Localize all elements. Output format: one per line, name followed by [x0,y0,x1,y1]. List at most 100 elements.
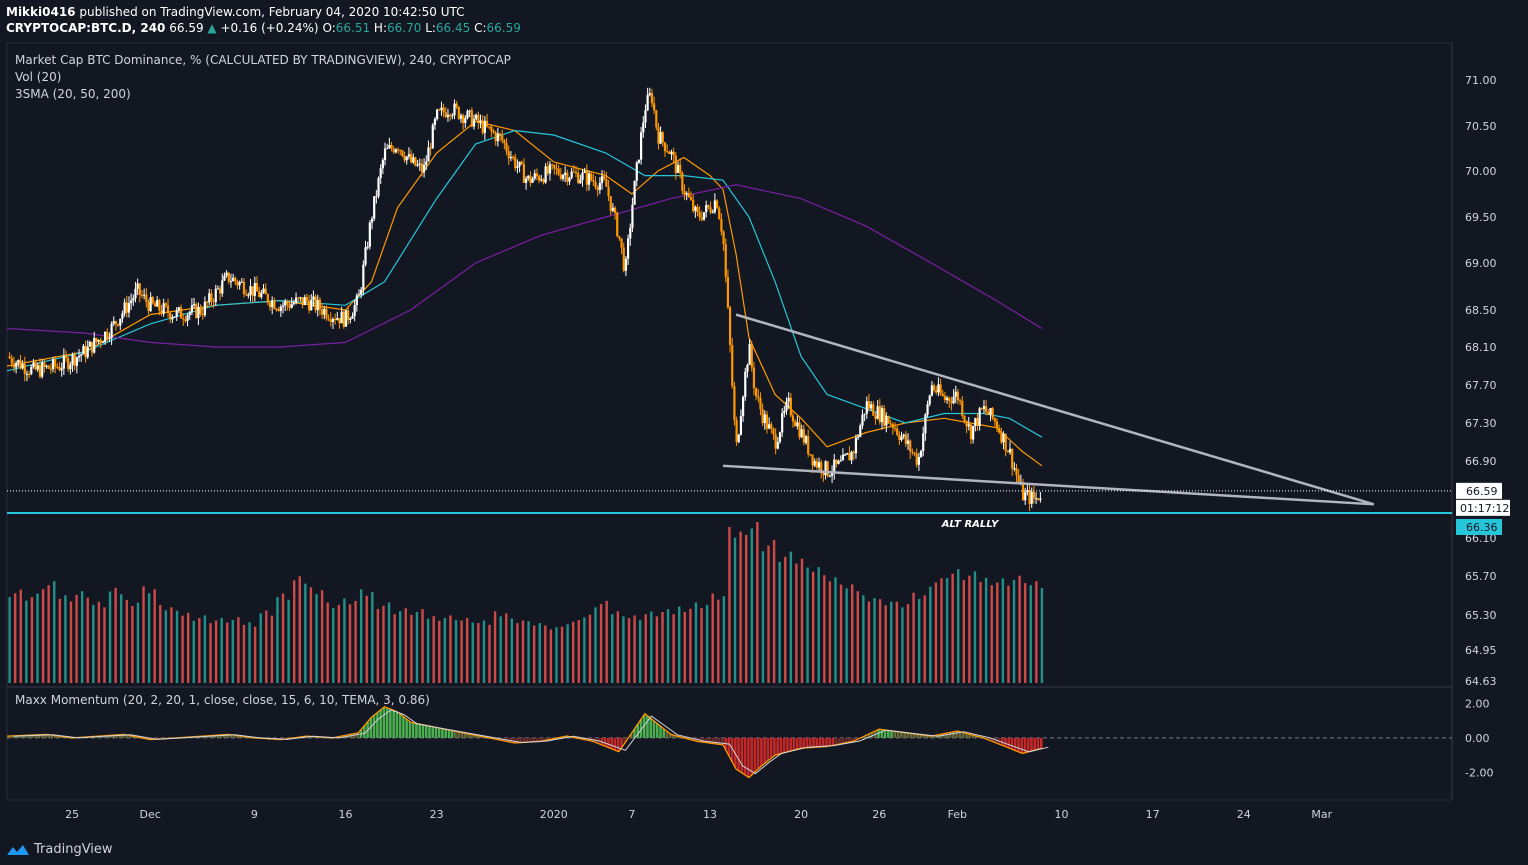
candle [974,417,977,432]
momentum-histogram-bar [11,735,15,738]
volume-bar [449,615,452,683]
candle [852,450,855,461]
volume-bar [979,582,982,683]
time-tick-label: 25 [65,808,79,821]
trendline-upper[interactable] [735,313,1375,506]
volume-bar [778,561,781,683]
volume-bar [142,586,145,683]
candle [407,147,411,160]
momentum-histogram-bar [747,737,750,778]
candle [613,206,617,220]
symbol-line: CRYPTOCAP:BTC.D, 240 66.59 ▲ +0.16 (+0.2… [6,21,521,35]
price-tick-label: 67.70 [1465,379,1497,392]
candle [205,300,209,308]
volume-bar [923,595,926,683]
candle [917,452,920,471]
symbol-name[interactable]: CRYPTOCAP:BTC.D, 240 [6,21,166,35]
candle [399,149,402,156]
candle [453,99,456,120]
momentum-histogram-bar [447,729,451,738]
momentum-histogram-bar [828,737,832,746]
momentum-histogram-bar [623,737,627,744]
candle [84,340,87,363]
volume-bar [906,604,910,683]
candle [232,273,235,282]
candle [425,155,428,170]
volume-bar [862,595,865,683]
momentum-histogram-bar [535,737,539,742]
momentum-histogram-bar [926,735,929,738]
momentum-histogram-bar [708,737,711,743]
candle [859,423,862,438]
volume-bar [739,531,742,683]
candle [555,163,558,176]
candle [705,200,708,218]
candle [932,383,936,393]
sma-legend[interactable]: 3SMA (20, 50, 200) [15,87,131,101]
candle [299,296,302,302]
momentum-histogram-bar [945,733,949,738]
candle [472,114,476,130]
momentum-histogram-bar [734,737,737,768]
momentum-histogram-bar [782,737,786,753]
volume-legend[interactable]: Vol (20) [15,70,62,84]
candle [804,434,808,445]
candle [123,298,126,317]
time-tick-label: 2020 [540,808,568,821]
momentum-histogram-bar [763,737,766,764]
momentum-histogram-bar [668,733,672,738]
time-tick-label: Mar [1311,808,1332,821]
candle [19,354,22,370]
candle [709,201,712,215]
price-tick-label: 71.00 [1465,74,1497,87]
momentum-histogram-bar [122,734,125,738]
candle [490,124,493,138]
momentum-histogram-bar [620,737,623,748]
footer-brand[interactable]: TradingView [6,842,113,857]
candle [479,114,482,129]
volume-bar [555,627,558,683]
volume-bar [1018,575,1021,683]
candle [360,287,363,299]
price-tick-label: 69.50 [1465,211,1497,224]
high-label: H: [373,21,387,35]
momentum-histogram-bar [379,709,382,738]
candle [544,163,547,184]
candle [353,299,356,322]
main-series-legend[interactable]: Market Cap BTC Dominance, % (CALCULATED … [15,53,511,67]
volume-bar [549,629,553,683]
momentum-histogram-bar [128,735,132,738]
candle [71,352,74,372]
candle [926,400,929,418]
candle [600,170,604,190]
momentum-histogram-bar [821,737,825,747]
alt-rally-annotation[interactable]: ALT RALLY [941,519,1000,530]
candle [865,396,868,419]
trendline-lower[interactable] [722,464,1374,506]
candle [501,129,504,144]
candle [325,305,328,322]
candle [687,187,690,198]
candle [281,301,285,314]
price-tick-label: 65.70 [1465,570,1497,583]
author-name[interactable]: Mikki0416 [6,5,76,19]
candle [210,289,213,306]
momentum-legend[interactable]: Maxx Momentum (20, 2, 20, 1, close, clos… [15,693,430,707]
volume-bar [214,620,218,683]
trendlines[interactable]: ALT RALLY [7,313,1452,530]
candle [776,437,779,450]
volume-bar [510,618,514,683]
volume-bar [226,622,229,683]
candle [728,305,732,353]
volume-bar [332,608,335,683]
momentum-histogram-bar [105,735,109,738]
candle [179,304,183,319]
candle [290,297,293,309]
momentum-histogram-bar [812,737,815,748]
candle [90,341,94,357]
candle [199,304,202,317]
close-label: C: [474,21,487,35]
volume-bar [689,608,692,683]
candle [978,406,981,431]
